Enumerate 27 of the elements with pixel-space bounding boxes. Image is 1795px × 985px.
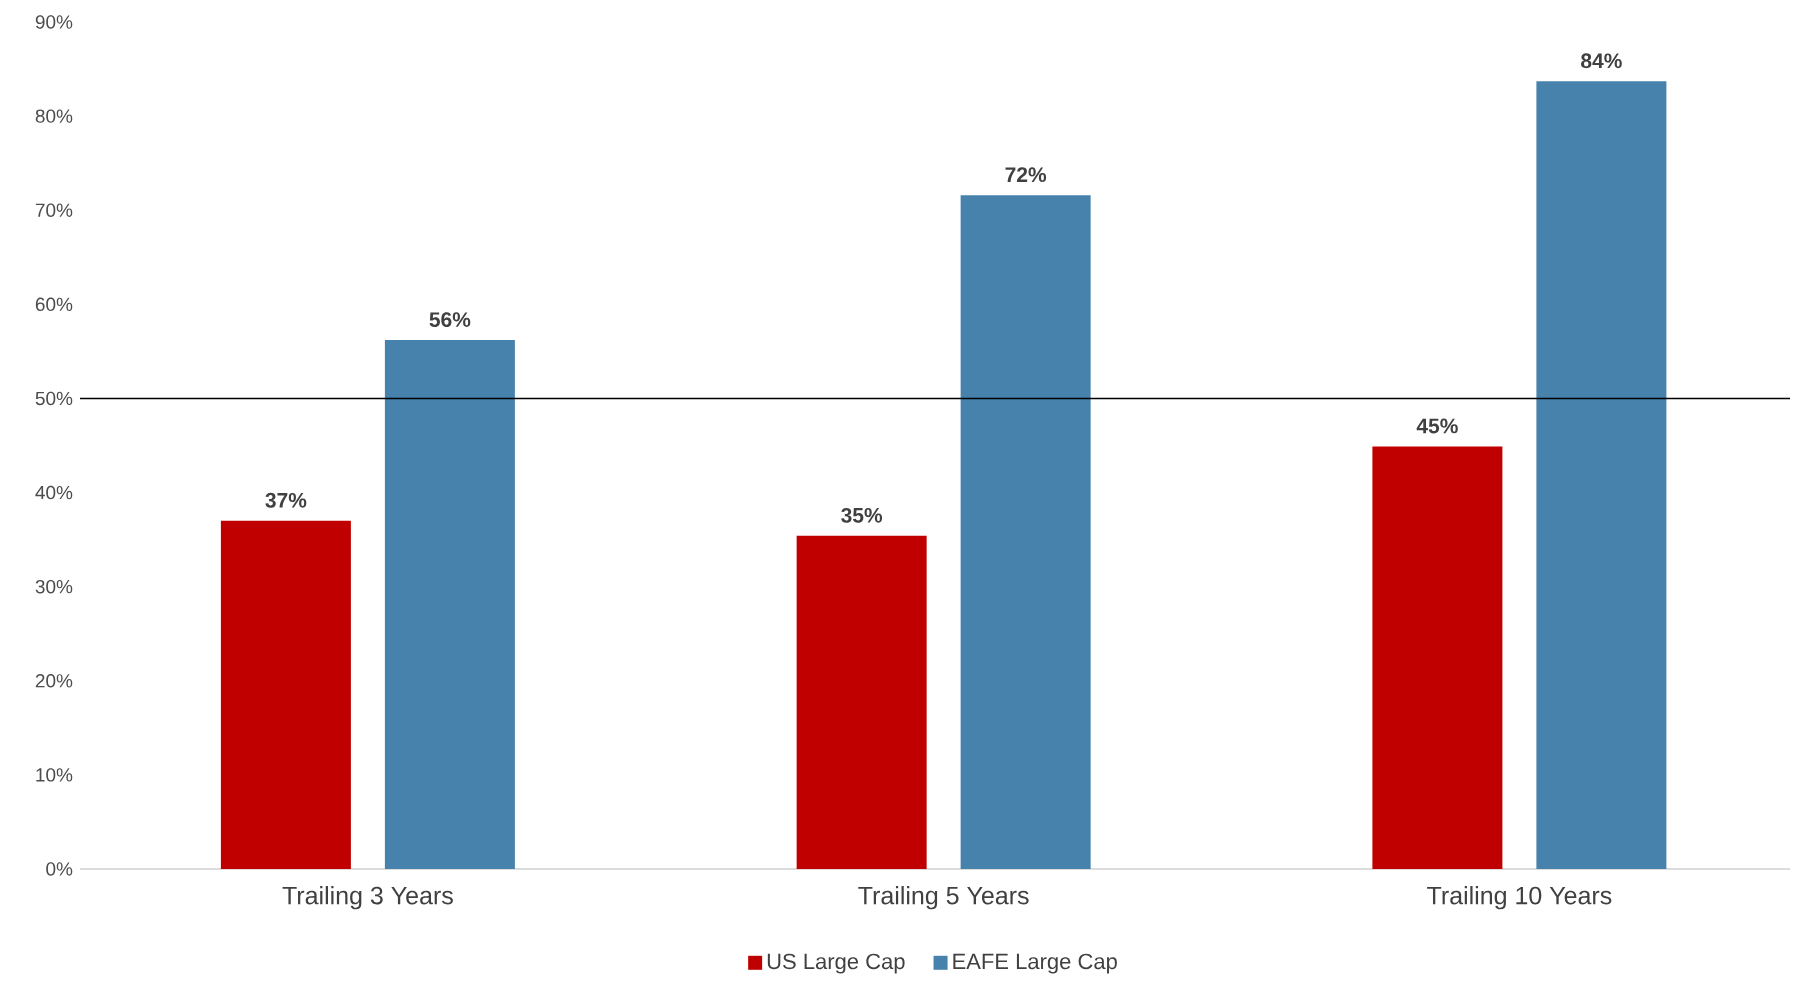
y-tick-label: 60% bbox=[35, 297, 73, 312]
y-tick-label: 10% bbox=[36, 768, 73, 782]
y-tick-label: 40% bbox=[35, 485, 73, 500]
bar bbox=[960, 195, 1091, 869]
x-tick-label: Trailing 5 Years bbox=[858, 886, 1029, 910]
data-label: 45% bbox=[1416, 418, 1458, 434]
data-label: 37% bbox=[265, 492, 307, 508]
data-label: 72% bbox=[1005, 167, 1047, 183]
y-tick-label: 0% bbox=[46, 862, 73, 876]
y-tick-label: 30% bbox=[35, 579, 73, 594]
bar bbox=[220, 520, 351, 869]
x-tick-label: Trailing 10 Years bbox=[1427, 886, 1612, 910]
y-tick-label: 90% bbox=[35, 15, 73, 29]
y-tick-label: 50% bbox=[35, 391, 73, 406]
data-label: 84% bbox=[1581, 53, 1622, 69]
x-tick-label: Trailing 3 Years bbox=[282, 886, 453, 910]
y-tick-label: 70% bbox=[35, 203, 73, 217]
y-tick-label: 80% bbox=[35, 109, 73, 123]
bar bbox=[796, 535, 927, 869]
legend-label: US Large Cap bbox=[767, 953, 905, 974]
legend-label: EAFE Large Cap bbox=[953, 953, 1117, 974]
bar bbox=[1536, 81, 1667, 869]
data-label: 56% bbox=[429, 312, 471, 328]
bar bbox=[1372, 446, 1503, 869]
data-label: 35% bbox=[841, 507, 883, 523]
bar bbox=[384, 340, 515, 869]
y-tick-label: 20% bbox=[35, 674, 73, 688]
